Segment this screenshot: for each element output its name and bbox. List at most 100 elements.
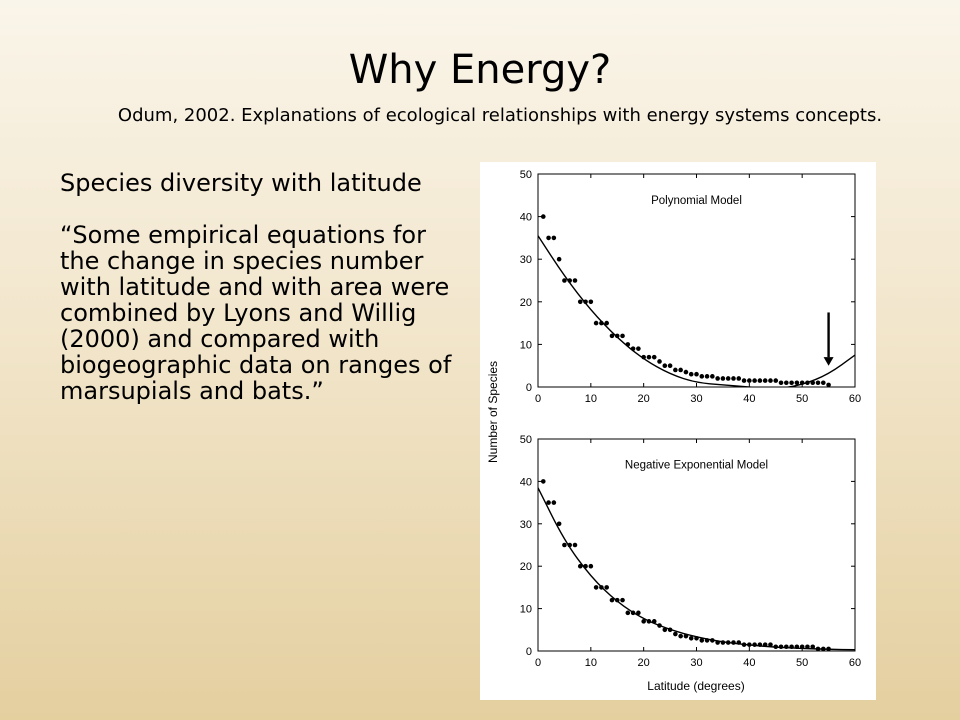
data-point [805, 644, 810, 650]
data-point [604, 320, 609, 326]
y-tick-label: 10 [520, 339, 532, 351]
x-tick-label: 20 [638, 393, 650, 405]
x-tick-label: 0 [535, 393, 541, 405]
data-point [667, 363, 673, 368]
data-point [826, 646, 831, 652]
data-point [572, 278, 578, 283]
y-tick-label: 0 [526, 646, 532, 658]
data-point [704, 374, 710, 379]
x-tick-label: 60 [849, 657, 861, 669]
x-tick-label: 60 [849, 393, 861, 405]
data-point [784, 380, 789, 386]
panel-title: Polynomial Model [651, 195, 742, 207]
data-point [810, 380, 816, 386]
data-point [636, 346, 641, 351]
chart-panel-2: 0 10 20 30 40 50 60 0 10 20 30 40 50 Negative Exponen… [520, 434, 861, 669]
y-tick-label: 20 [520, 297, 532, 309]
data-point [546, 235, 551, 241]
x-tick-label: 10 [585, 657, 597, 669]
x-tick-label: 50 [796, 657, 808, 669]
data-point [805, 380, 810, 386]
data-point [757, 378, 763, 383]
data-point [593, 585, 599, 590]
data-point [667, 627, 673, 633]
data-point [768, 642, 773, 647]
data-point [588, 563, 594, 569]
data-point [810, 644, 816, 650]
y-tick-label: 30 [520, 254, 532, 266]
data-point [710, 374, 715, 379]
x-tick-label: 30 [690, 393, 702, 405]
data-point [604, 585, 609, 590]
data-point [821, 646, 826, 652]
y-tick-label: 0 [526, 382, 532, 394]
data-point [625, 342, 631, 347]
slide-body: Species diversity with latitude “Some em… [60, 170, 455, 404]
data-point [630, 346, 636, 351]
data-point [762, 378, 768, 383]
data-point [799, 380, 805, 386]
data-point [741, 642, 747, 647]
data-point [699, 374, 705, 379]
data-point [540, 479, 546, 484]
data-point [641, 354, 646, 360]
data-point [673, 367, 678, 373]
data-point [731, 640, 736, 645]
data-point [715, 640, 720, 645]
data-point [710, 638, 715, 643]
x-tick-label: 40 [743, 657, 755, 669]
data-point [799, 644, 805, 650]
data-point [556, 521, 562, 527]
data-point [821, 380, 826, 386]
data-point [736, 376, 742, 381]
data-point [683, 633, 689, 639]
data-point [757, 642, 763, 647]
data-point [789, 644, 794, 650]
data-point [731, 376, 736, 381]
data-point [694, 635, 699, 641]
data-point [662, 627, 668, 633]
slide-title: Why Energy? [348, 47, 612, 93]
model-curve [538, 235, 855, 387]
data-point [778, 644, 784, 650]
data-point [815, 646, 821, 652]
data-point [657, 623, 662, 628]
data-point [699, 638, 705, 643]
data-point [577, 299, 583, 305]
data-point [662, 363, 668, 368]
y-tick-label: 50 [520, 169, 532, 181]
x-tick-label: 50 [796, 393, 808, 405]
data-point [694, 371, 699, 377]
y-axis-title: Number of Species [486, 361, 500, 463]
arrow-annotation-head [823, 357, 834, 366]
y-tick-label: 40 [520, 476, 532, 488]
x-tick-label: 30 [690, 657, 702, 669]
data-point [556, 256, 562, 262]
data-point [551, 500, 557, 505]
data-point [620, 597, 625, 603]
data-point [747, 642, 752, 647]
slide-subtitle: Odum, 2002. Explanations of ecological r… [117, 105, 883, 126]
species-latitude-figure: Number of Species Latitude (degrees) 0 10… [480, 162, 876, 700]
panel-title: Negative Exponential Model [625, 460, 768, 472]
data-point [609, 597, 615, 603]
x-tick-label: 10 [585, 393, 597, 405]
data-point [784, 644, 789, 650]
y-tick-label: 30 [520, 519, 532, 531]
data-point [625, 610, 631, 616]
data-point [593, 320, 599, 326]
model-curve [538, 487, 855, 651]
body-quote: “Some empirical equations for the change… [60, 221, 452, 405]
data-point [720, 640, 726, 645]
data-point [599, 320, 604, 326]
data-point [741, 378, 747, 383]
data-point [826, 382, 831, 388]
y-tick-label: 40 [520, 212, 532, 224]
data-point [704, 638, 710, 643]
data-point [747, 378, 752, 383]
data-point [683, 369, 689, 375]
data-point [678, 633, 683, 639]
data-point [794, 380, 800, 386]
data-point [752, 642, 757, 647]
data-point [688, 371, 694, 377]
